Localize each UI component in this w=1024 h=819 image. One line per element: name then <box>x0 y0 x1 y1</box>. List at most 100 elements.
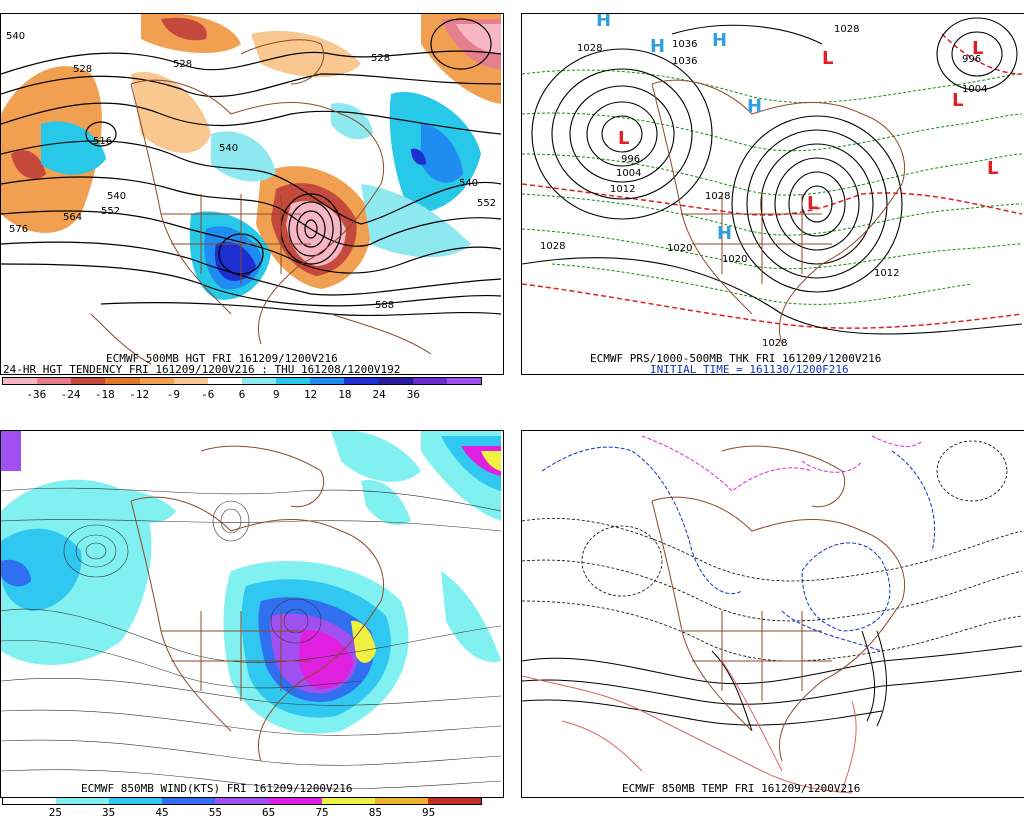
isobars <box>522 17 1023 335</box>
scale-swatch <box>105 378 140 384</box>
pressure-label: 1004 <box>616 168 641 179</box>
scale-label: 35 <box>102 806 116 819</box>
pressure-label: 1036 <box>672 56 697 67</box>
pressure-label: 1028 <box>540 241 565 252</box>
thickness-contours <box>522 69 1023 305</box>
scale-label: 75 <box>315 806 329 819</box>
coastlines <box>90 39 432 365</box>
high-center: H <box>596 14 611 31</box>
wind-shading <box>1 431 501 734</box>
scale-swatch <box>71 378 106 384</box>
scale-swatch <box>268 798 322 804</box>
scale-label: 36 <box>406 388 421 401</box>
high-center: H <box>747 96 762 117</box>
p3-caption-main: ECMWF 850MB WIND(KTS) FRI 161209/1200V21… <box>81 782 353 795</box>
map-850-temp <box>522 435 1023 794</box>
pressure-label: 1004 <box>962 84 987 95</box>
scale-label: 45 <box>155 806 169 819</box>
pressure-label: 1028 <box>762 338 787 349</box>
contour-label: 564 <box>63 212 82 223</box>
pressure-label: 1028 <box>834 24 859 35</box>
scale-label: 85 <box>368 806 382 819</box>
scale-swatch <box>344 378 379 384</box>
contour-label: 540 <box>219 143 238 154</box>
pressure-label: 996 <box>962 54 981 65</box>
p2-caption-main: ECMWF PRS/1000-500MB THK FRI 161209/1200… <box>590 352 882 365</box>
scale-label: -9 <box>166 388 181 401</box>
temp-contours <box>522 440 1023 662</box>
scale-swatch <box>446 378 481 384</box>
scale-label: 12 <box>303 388 318 401</box>
low-center: L <box>618 128 629 149</box>
low-center: L <box>952 90 963 111</box>
scale-swatch <box>412 378 447 384</box>
scale-swatch <box>241 378 277 384</box>
temp-contours-solid <box>522 630 1023 732</box>
scale-label: -12 <box>129 388 150 401</box>
scale-swatch <box>215 798 269 804</box>
contour-labels: 540 528 528 516 540 552 564 576 540 552 … <box>6 31 496 311</box>
contour-label: 576 <box>9 224 28 235</box>
p1-scale-labels: -36 -24 -18 -12 -9 -6 6 9 12 18 24 36 <box>2 388 482 402</box>
scale-swatch <box>109 798 163 804</box>
scale-swatch <box>173 378 208 384</box>
temp-contours-blue <box>541 446 936 652</box>
scale-label: 9 <box>272 388 280 401</box>
scale-swatch <box>162 798 216 804</box>
contour-label: 528 <box>173 59 192 70</box>
pressure-label: 1020 <box>722 254 747 265</box>
scale-label: 25 <box>48 806 62 819</box>
scale-swatch <box>3 378 38 384</box>
scale-label: -24 <box>60 388 81 401</box>
scale-label: 6 <box>238 388 246 401</box>
high-center: H <box>717 223 732 244</box>
p2-caption-initial-time: INITIAL TIME = 161130/1200F216 <box>650 363 849 375</box>
high-center: H <box>650 36 665 57</box>
scale-label: 24 <box>372 388 386 401</box>
coastlines <box>651 79 906 345</box>
low-center: L <box>972 38 983 59</box>
high-center: H <box>712 30 727 51</box>
temp-contours-warm <box>522 660 857 794</box>
pressure-labels: 1028 1036 1036 1028 996 1004 1012 1028 1… <box>540 24 987 349</box>
contour-label: 540 <box>459 178 478 189</box>
temp-contours-cold <box>641 435 923 492</box>
scale-label: -6 <box>201 388 215 401</box>
contour-label: 540 <box>6 31 25 42</box>
contour-label: 552 <box>477 198 496 209</box>
p3-color-scale <box>2 797 482 805</box>
coastlines <box>651 445 906 762</box>
contour-label: 552 <box>101 206 120 217</box>
pressure-centers: L L L L L L H H H H H <box>596 14 998 244</box>
pressure-label: 1020 <box>667 243 692 254</box>
contour-label: 528 <box>371 53 390 64</box>
map-850-wind <box>1 431 502 790</box>
scale-swatch <box>37 378 72 384</box>
coastlines <box>130 445 385 762</box>
panel-850mb-wind: ECMWF 850MB WIND(KTS) FRI 161209/1200V21… <box>0 430 504 798</box>
scale-label: -36 <box>26 388 47 401</box>
contour-label: 540 <box>107 191 126 202</box>
scale-label: 65 <box>262 806 276 819</box>
contour-label: 528 <box>73 64 92 75</box>
p3-scale-labels: 25 35 45 55 65 75 85 95 <box>2 806 482 819</box>
panel-500mb-height: 540 528 528 516 540 552 564 576 540 552 … <box>0 13 504 375</box>
scale-swatch <box>207 378 242 384</box>
panel-pressure-thickness: L L L L L L H H H H H 1028 1036 1036 102… <box>521 13 1024 375</box>
scale-swatch <box>321 798 375 804</box>
scale-label: -18 <box>94 388 115 401</box>
contour-label: 588 <box>375 300 394 311</box>
tendency-shading <box>1 14 501 300</box>
panel-850mb-temp: ECMWF 850MB TEMP FRI 161209/1200V216 <box>521 430 1024 798</box>
p4-caption-main: ECMWF 850MB TEMP FRI 161209/1200V216 <box>622 782 861 795</box>
pressure-label: 1012 <box>610 184 635 195</box>
scale-label: 18 <box>338 388 352 401</box>
contour-label: 516 <box>93 136 112 147</box>
pressure-label: 1036 <box>672 39 697 50</box>
pressure-label: 1028 <box>577 43 602 54</box>
map-500mb: 540 528 528 516 540 552 564 576 540 552 … <box>1 14 502 365</box>
low-center: L <box>822 48 833 69</box>
p1-caption-tendency: 24-HR HGT TENDENCY FRI 161209/1200V216 :… <box>3 363 401 375</box>
scale-swatch <box>310 378 345 384</box>
p1-color-scale <box>2 377 482 385</box>
